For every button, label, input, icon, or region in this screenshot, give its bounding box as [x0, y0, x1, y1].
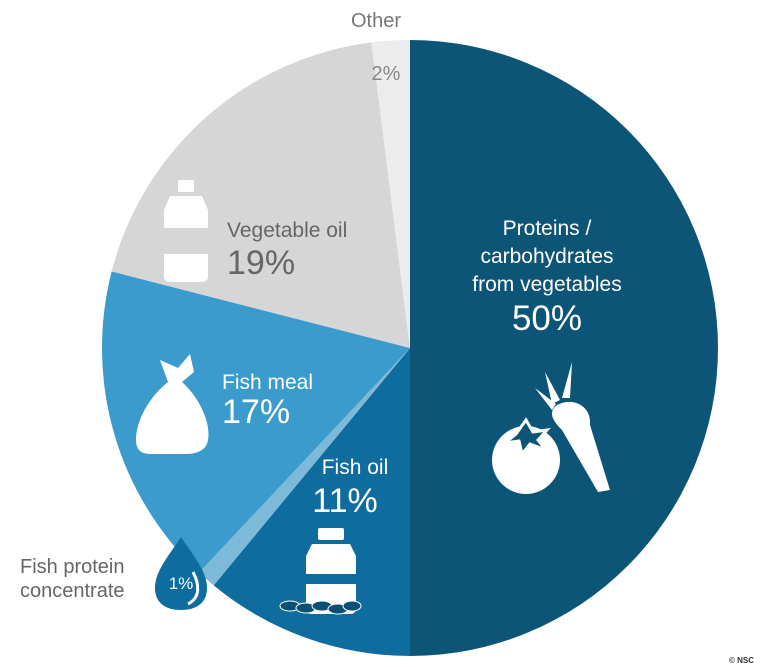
- slice-label-line: Other: [351, 10, 401, 32]
- slice-label-5: Other: [351, 10, 401, 32]
- slice-label-0: Proteins / carbohydrates from vegetables: [472, 217, 621, 296]
- slice-label-line: Fish meal: [222, 371, 313, 394]
- slice-label-line: Fish protein: [20, 556, 125, 578]
- slice-label-1: Fish oil: [322, 456, 389, 479]
- slice-value-3: 17%: [222, 393, 290, 431]
- slice-label-3: Fish meal: [222, 371, 313, 394]
- slice-label-line: concentrate: [20, 580, 125, 602]
- sack-icon: [136, 354, 209, 454]
- slice-label-2: Fish protein concentrate: [20, 556, 125, 602]
- slice-value-5: 2%: [372, 63, 401, 85]
- slice-value-2: 1%: [169, 574, 194, 593]
- carrot-icon: [535, 362, 610, 492]
- capsules-icon: [279, 600, 362, 615]
- slice-label-line: carbohydrates: [480, 245, 613, 268]
- pie-slice-2: [199, 348, 410, 586]
- fish-oil-bottle-icon: [306, 528, 356, 614]
- slice-label-line: from vegetables: [472, 273, 621, 296]
- tomato-icon: [492, 417, 560, 494]
- slice-value-0: 50%: [512, 299, 582, 338]
- slice-value-1: 11%: [312, 482, 378, 520]
- oil-bottle-icon: [164, 180, 208, 282]
- pie-slice-0: [410, 40, 718, 656]
- drop-icon: [155, 537, 207, 610]
- slice-label-line: Fish oil: [322, 456, 389, 479]
- slice-label-line: Vegetable oil: [227, 219, 347, 242]
- slice-label-4: Vegetable oil: [227, 219, 347, 242]
- slice-value-4: 19%: [227, 244, 295, 282]
- slice-label-line: Proteins /: [503, 217, 592, 240]
- pie-slice-5: [371, 40, 410, 348]
- pie-slice-1: [213, 348, 410, 656]
- pie-slice-3: [102, 271, 411, 573]
- credit-text: © NSC: [728, 656, 754, 665]
